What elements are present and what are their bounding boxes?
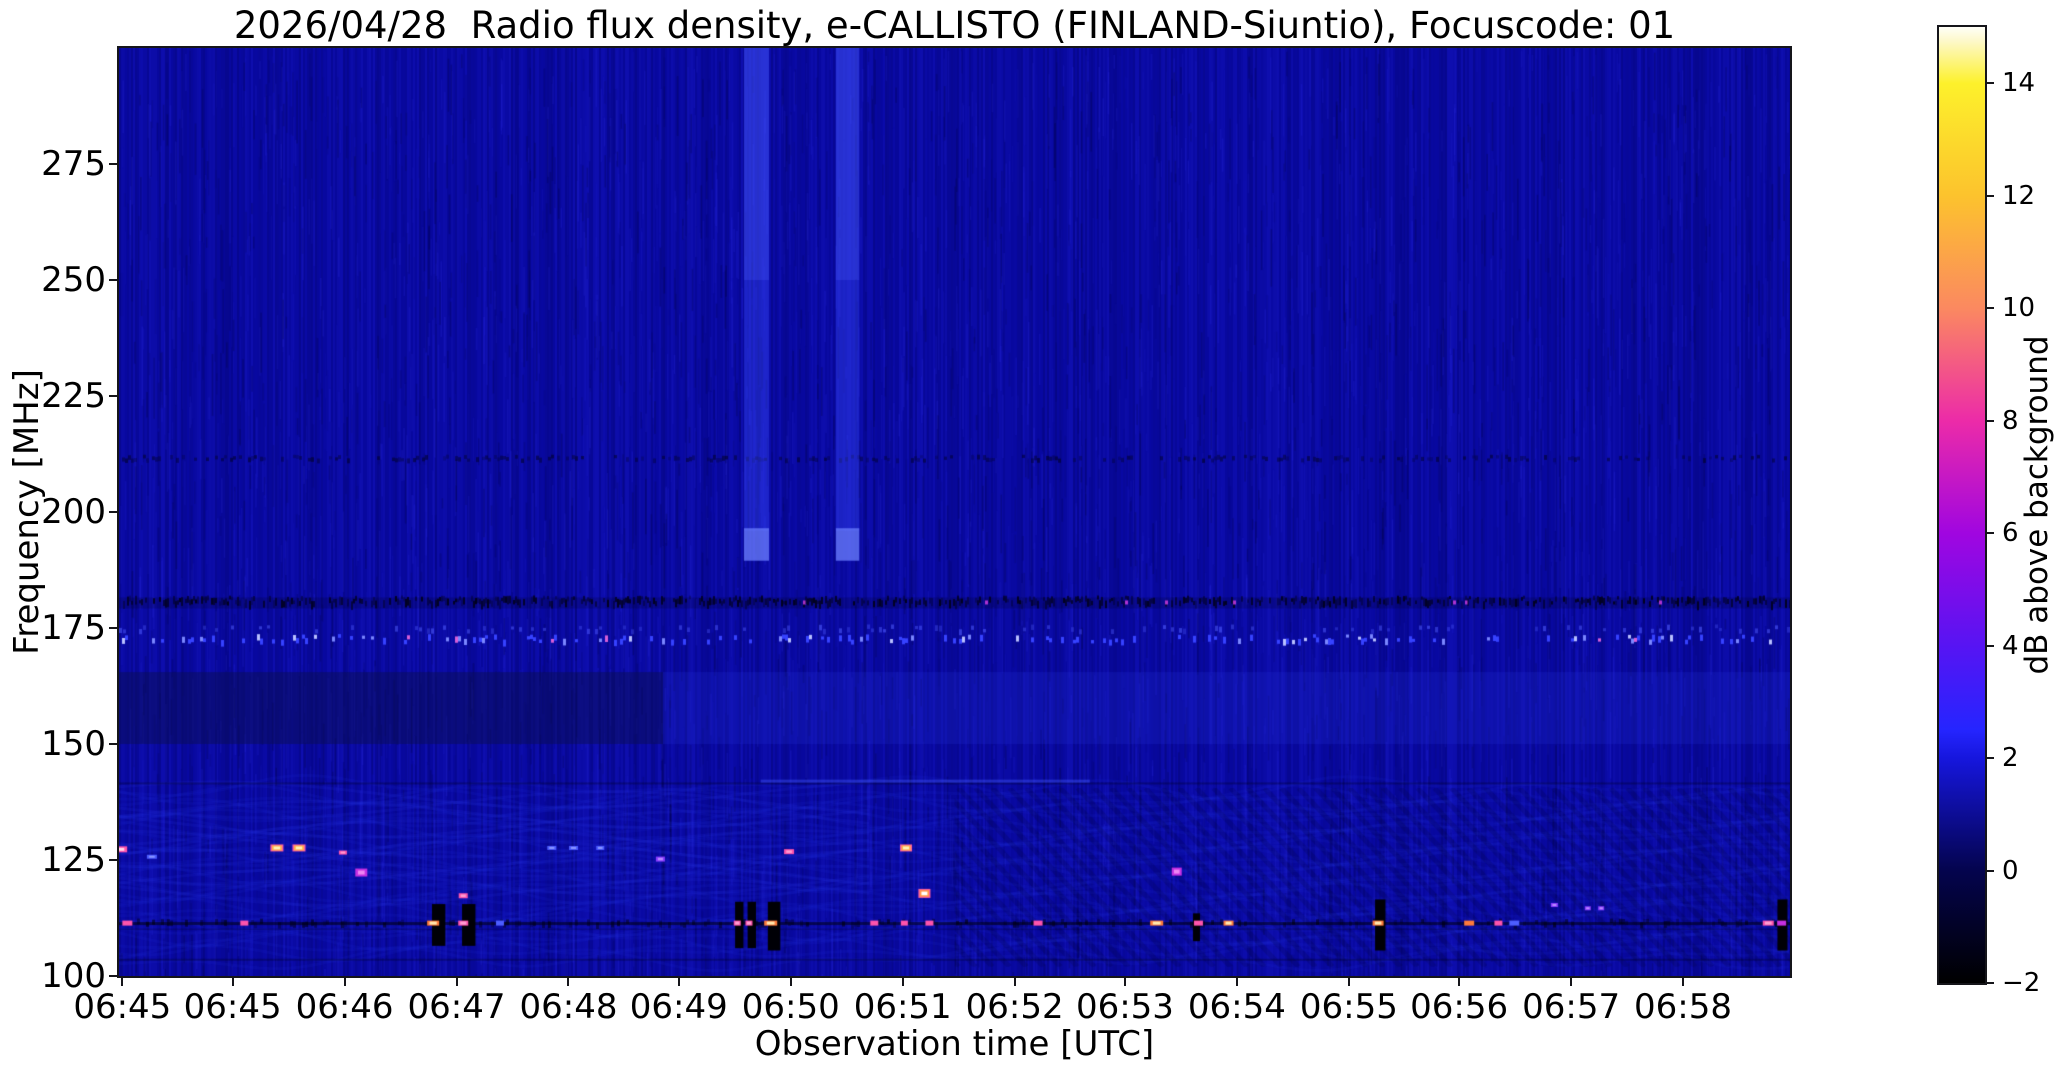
spectrogram-heatmap: [119, 48, 1790, 976]
x-tick: [343, 976, 346, 986]
x-tick: [1458, 976, 1461, 986]
x-tick-label: 06:45: [183, 987, 282, 1027]
x-tick: [1682, 976, 1685, 986]
colorbar-tick: [1985, 307, 1994, 310]
y-tick: [109, 627, 119, 629]
x-tick: [789, 976, 792, 986]
x-tick: [677, 976, 680, 986]
y-tick-label: 250: [41, 260, 106, 300]
colorbar-tick: [1985, 419, 1994, 422]
x-tick-label: 06:53: [1075, 987, 1174, 1027]
y-tick: [109, 163, 119, 165]
y-tick: [109, 743, 119, 745]
x-axis-label: Observation time [UTC]: [754, 1024, 1155, 1064]
x-tick-label: 06:57: [1522, 987, 1621, 1027]
colorbar: [1937, 25, 1987, 985]
colorbar-tick-label: 14: [2002, 68, 2036, 99]
x-tick-label: 06:45: [73, 987, 172, 1027]
colorbar-tick-label: 8: [2002, 405, 2019, 436]
y-tick: [109, 859, 119, 861]
colorbar-tick: [1985, 644, 1994, 647]
y-tick-label: 150: [41, 724, 106, 764]
x-tick-label: 06:49: [629, 987, 728, 1027]
colorbar-tick-label: 0: [2002, 855, 2019, 886]
y-tick: [109, 511, 119, 513]
x-tick: [231, 976, 234, 986]
colorbar-tick: [1985, 82, 1994, 85]
x-tick-label: 06:46: [295, 987, 394, 1027]
y-tick: [109, 395, 119, 397]
y-tick-label: 100: [41, 956, 106, 996]
y-tick-label: 200: [41, 492, 106, 532]
x-tick-label: 06:47: [407, 987, 506, 1027]
colorbar-tick-label: 10: [2002, 293, 2036, 324]
colorbar-tick-label: −2: [2002, 968, 2041, 998]
x-tick: [901, 976, 904, 986]
colorbar-tick: [1985, 194, 1994, 197]
colorbar-tick: [1985, 532, 1994, 535]
x-tick: [567, 976, 570, 986]
x-tick-label: 06:54: [1187, 987, 1286, 1027]
y-tick-label: 125: [41, 840, 106, 880]
colorbar-tick: [1985, 982, 1994, 984]
colorbar-tick-label: 12: [2002, 180, 2036, 211]
x-tick: [121, 976, 124, 986]
x-tick-label: 06:56: [1410, 987, 1509, 1027]
x-tick: [1013, 976, 1016, 986]
x-tick: [1570, 976, 1573, 986]
x-tick-label: 06:58: [1634, 987, 1733, 1027]
y-tick-label: 175: [41, 608, 106, 648]
x-tick-label: 06:55: [1299, 987, 1398, 1027]
colorbar-tick-label: 6: [2002, 518, 2019, 549]
x-tick-label: 06:52: [965, 987, 1064, 1027]
spectrogram-plot-area: [117, 46, 1792, 978]
y-tick: [109, 975, 119, 977]
y-tick: [109, 279, 119, 281]
x-tick-label: 06:50: [741, 987, 840, 1027]
colorbar-tick-label: 4: [2002, 630, 2019, 661]
chart-title: 2026/04/28 Radio flux density, e-CALLIST…: [233, 4, 1676, 47]
x-tick: [1347, 976, 1350, 986]
y-tick-label: 225: [41, 376, 106, 416]
colorbar-tick: [1985, 869, 1994, 872]
x-tick: [1123, 976, 1126, 986]
colorbar-tick: [1985, 757, 1994, 760]
x-tick-label: 06:51: [853, 987, 952, 1027]
x-tick: [1235, 976, 1238, 986]
y-tick-label: 275: [41, 144, 106, 184]
colorbar-tick-label: 2: [2002, 743, 2019, 774]
x-tick: [455, 976, 458, 986]
x-tick-label: 06:48: [519, 987, 618, 1027]
colorbar-label: dB above background: [2019, 335, 2055, 675]
